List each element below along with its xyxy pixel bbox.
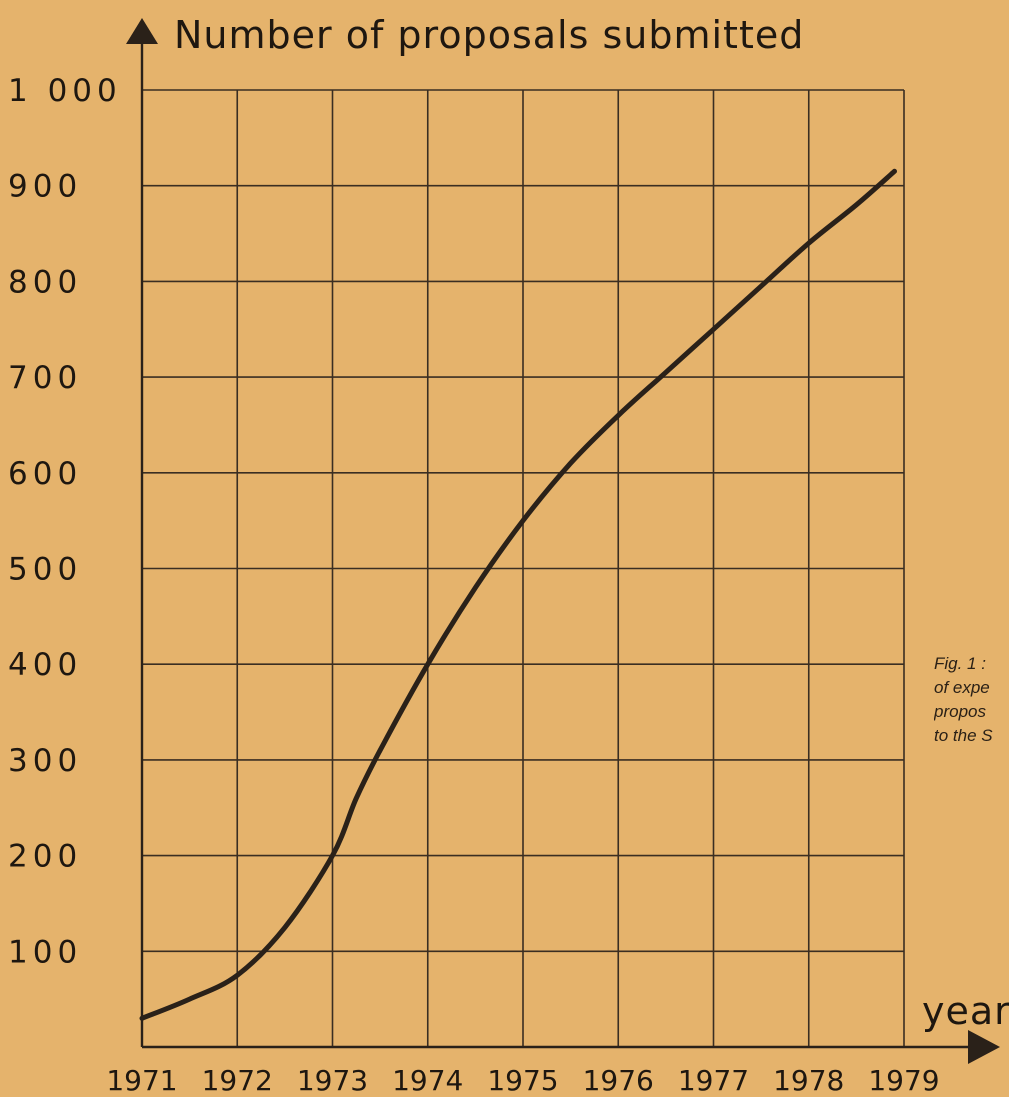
y-axis-title: Number of proposals submitted (174, 13, 804, 57)
x-tick-label: 1971 (106, 1064, 177, 1097)
caption-line: to the S (934, 726, 993, 745)
y-tick-label: 400 (8, 647, 82, 683)
x-tick-labels: 1971 1972 1973 1974 1975 1976 1977 1978 1979 (106, 1064, 939, 1097)
y-tick-label: 1 000 (8, 73, 122, 109)
x-tick-label: 1977 (678, 1064, 749, 1097)
x-axis-title: year (922, 989, 1009, 1033)
y-tick-label: 600 (8, 456, 82, 492)
y-tick-label: 500 (8, 552, 82, 588)
caption-line: Fig. 1 : (934, 654, 986, 673)
axes (126, 18, 1000, 1064)
x-tick-label: 1978 (773, 1064, 844, 1097)
y-tick-label: 800 (8, 264, 82, 300)
x-tick-label: 1972 (202, 1064, 273, 1097)
caption-line: propos (934, 702, 986, 721)
y-tick-label: 200 (8, 839, 82, 875)
y-tick-label: 300 (8, 743, 82, 779)
series-line (139, 168, 897, 1021)
x-tick-label: 1974 (392, 1064, 463, 1097)
y-tick-label: 100 (8, 934, 82, 970)
y-axis-arrow-icon (126, 18, 158, 44)
y-tick-label: 900 (8, 169, 82, 205)
plot-area (139, 168, 897, 1021)
x-tick-label: 1973 (297, 1064, 368, 1097)
x-axis-arrow-icon (968, 1030, 1000, 1064)
x-tick-label: 1975 (487, 1064, 558, 1097)
y-tick-labels: 100 200 300 400 500 600 700 800 900 1 000 (8, 73, 122, 970)
caption-line: of expe (934, 678, 990, 697)
y-tick-label: 700 (8, 360, 82, 396)
grid (142, 89, 905, 1047)
figure-caption: Fig. 1 : of expe propos to the S (934, 652, 1009, 748)
x-tick-label: 1976 (583, 1064, 654, 1097)
x-tick-label: 1979 (868, 1064, 939, 1097)
